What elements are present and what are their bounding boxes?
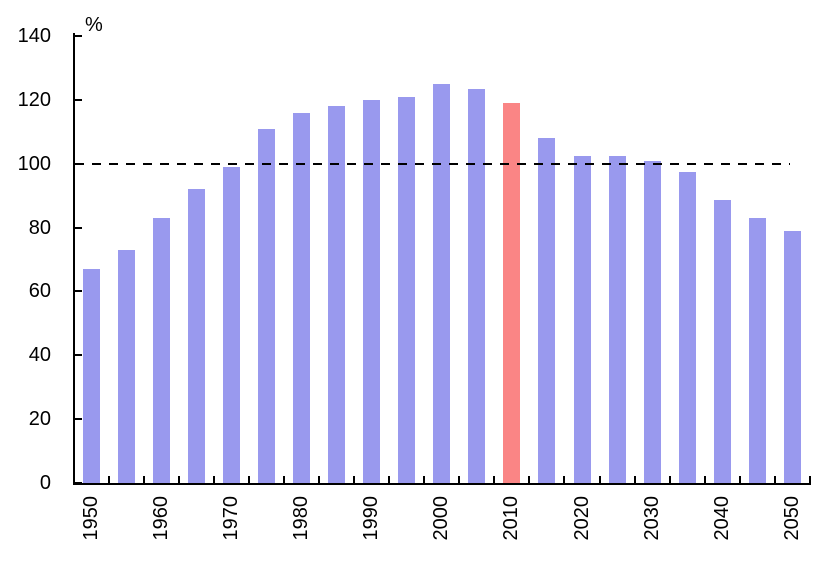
y-tick-label-60: 60 xyxy=(28,280,51,303)
x-tick-20 xyxy=(773,476,776,483)
bar-2015 xyxy=(538,138,556,483)
bar-1960 xyxy=(152,217,170,483)
y-tick-label-100: 100 xyxy=(17,152,51,175)
x-tick-8 xyxy=(353,476,356,483)
bar-1955 xyxy=(117,249,135,483)
x-tick-7 xyxy=(317,476,320,483)
x-tick-19 xyxy=(738,476,741,483)
bar-2050 xyxy=(783,230,801,483)
x-axis-line xyxy=(73,483,811,485)
y-tick-label-0: 0 xyxy=(39,472,51,494)
x-tick-11 xyxy=(458,476,461,483)
y-tick-label-120: 120 xyxy=(17,88,51,111)
x-axis-label-1950: 1950 xyxy=(79,496,102,541)
reference-line-100 xyxy=(75,162,790,165)
x-axis-label-2010: 2010 xyxy=(500,496,523,541)
y-tick-label-40: 40 xyxy=(28,344,51,367)
bar-1985 xyxy=(328,106,346,483)
bar-1990 xyxy=(363,99,381,483)
x-tick-3 xyxy=(177,476,180,483)
y-tick-20 xyxy=(75,418,82,421)
bar-2040 xyxy=(713,200,731,483)
x-tick-5 xyxy=(247,476,250,483)
y-tick-60 xyxy=(75,290,82,293)
y-tick-label-140: 140 xyxy=(17,25,51,47)
y-tick-40 xyxy=(75,354,82,357)
bar-2045 xyxy=(748,217,766,483)
x-tick-4 xyxy=(212,476,215,483)
x-tick-17 xyxy=(668,476,671,483)
x-axis-label-2040: 2040 xyxy=(710,496,733,541)
bar-2005 xyxy=(468,88,486,483)
bar-1975 xyxy=(257,128,275,483)
bar-2010 xyxy=(503,103,521,483)
y-tick-140 xyxy=(75,35,82,37)
bar-1995 xyxy=(398,96,416,483)
x-axis-label-2000: 2000 xyxy=(430,496,453,541)
x-tick-9 xyxy=(388,476,391,483)
y-tick-80 xyxy=(75,226,82,229)
x-tick-10 xyxy=(423,476,426,483)
x-axis-label-2020: 2020 xyxy=(570,496,593,541)
x-tick-14 xyxy=(563,476,566,483)
y-axis-line xyxy=(73,33,75,485)
y-tick-label-80: 80 xyxy=(28,216,51,239)
bar-2000 xyxy=(433,83,451,483)
x-axis-label-1990: 1990 xyxy=(360,496,383,541)
bar-2030 xyxy=(643,160,661,483)
bar-1950 xyxy=(82,269,100,483)
bar-2020 xyxy=(573,155,591,483)
x-axis-label-2030: 2030 xyxy=(640,496,663,541)
x-tick-12 xyxy=(493,476,496,483)
y-tick-label-20: 20 xyxy=(28,408,51,431)
y-tick-120 xyxy=(75,98,82,101)
x-axis-label-2050: 2050 xyxy=(780,496,803,541)
bar-2035 xyxy=(678,171,696,483)
bar-1965 xyxy=(187,189,205,483)
x-axis-label-1970: 1970 xyxy=(219,496,242,541)
y-tick-0 xyxy=(75,482,82,484)
x-tick-13 xyxy=(528,476,531,483)
bar-1980 xyxy=(292,112,310,483)
x-tick-15 xyxy=(598,476,601,483)
x-axis-label-1960: 1960 xyxy=(149,496,172,541)
x-tick-1 xyxy=(107,476,110,483)
x-tick-6 xyxy=(282,476,285,483)
bar-2025 xyxy=(608,155,626,483)
x-axis-label-1980: 1980 xyxy=(289,496,312,541)
y-axis-unit-label: % xyxy=(85,14,103,36)
y-tick-100 xyxy=(75,162,82,165)
x-tick-21 xyxy=(808,476,811,483)
bar-1970 xyxy=(222,166,240,483)
x-tick-2 xyxy=(142,476,145,483)
x-tick-18 xyxy=(703,476,706,483)
x-tick-16 xyxy=(633,476,636,483)
